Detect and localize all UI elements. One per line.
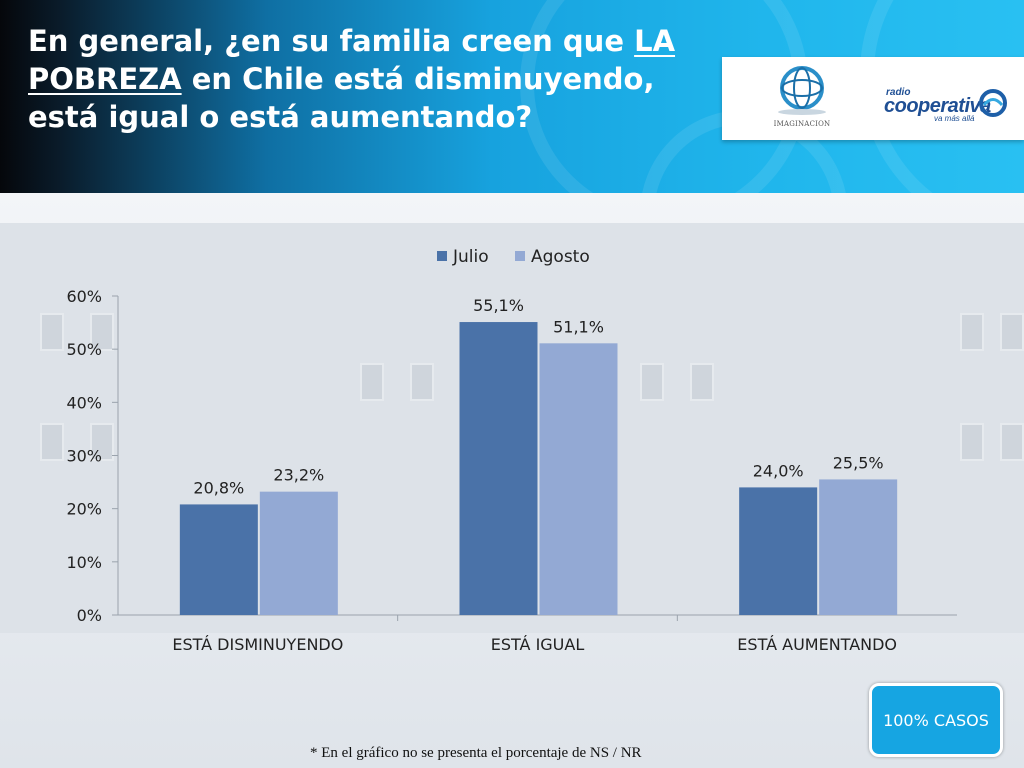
bar-julio [739,487,818,615]
x-category-label: ESTÁ DISMINUYENDO [172,635,343,654]
legend-swatch-julio [437,251,447,261]
bar-value-label: 51,1% [553,317,604,336]
bar-value-label: 24,0% [753,461,804,480]
page-title: En general, ¿en su familia creen que LA … [28,24,676,134]
y-tick-label: 50% [66,340,102,359]
imaginacion-logo-text: IMAGINACION [773,120,831,128]
sponsor-logos [722,57,1024,140]
y-tick-label: 40% [66,393,102,412]
legend-label-agosto: Agosto [531,247,590,267]
bar-value-label: 20,8% [193,478,244,497]
bar-agosto [539,343,618,615]
cooperativa-logo-text: cooperativa [884,95,991,117]
y-tick-label: 10% [66,553,102,572]
cases-badge: 100% CASOS [869,683,1003,757]
bar-julio [179,504,258,615]
y-tick-label: 20% [66,500,102,519]
y-tick-label: 60% [66,287,102,306]
cooperativa-logo-icon [979,89,1007,117]
legend-label-julio: Julio [452,247,489,267]
cooperativa-tagline: va más allá [934,114,975,123]
y-tick-label: 0% [77,606,102,625]
bar-value-label: 55,1% [473,296,524,315]
chart-legend: Julio Agosto [437,247,590,267]
imaginacion-globe-icon [778,66,826,115]
legend-swatch-agosto [515,251,525,261]
x-category-label: ESTÁ AUMENTANDO [737,635,897,654]
bar-agosto [259,491,338,615]
x-category-label: ESTÁ IGUAL [491,635,585,654]
y-tick-label: 30% [66,447,102,466]
footnote: * En el gráfico no se presenta el porcen… [310,745,642,761]
bar-julio [459,322,538,615]
radio-logo-text: radio [886,87,911,98]
bar-agosto [819,479,898,615]
bar-value-label: 25,5% [833,453,884,472]
bar-value-label: 23,2% [273,466,324,485]
